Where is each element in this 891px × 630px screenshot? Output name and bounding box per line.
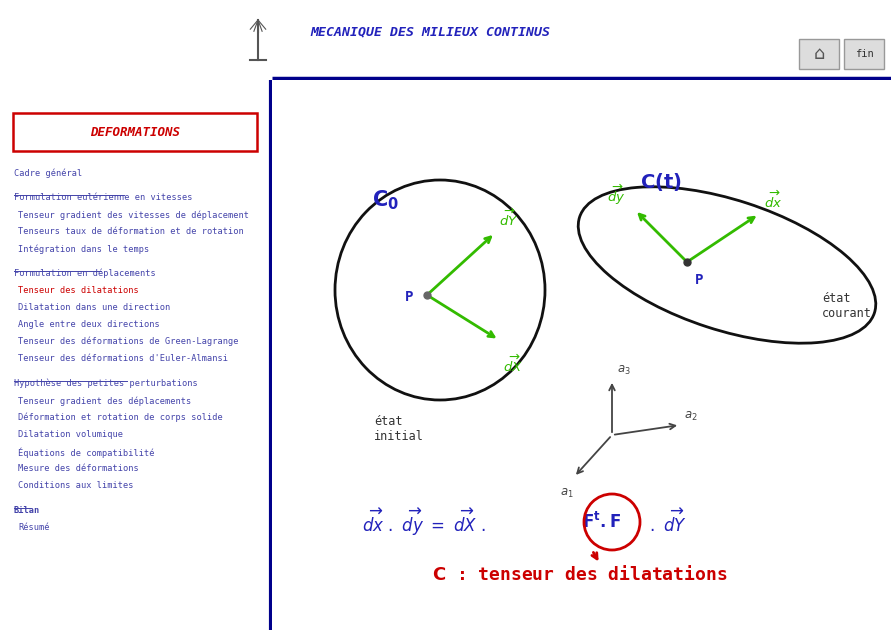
FancyBboxPatch shape xyxy=(844,39,884,69)
Text: fin: fin xyxy=(854,49,873,59)
Text: $\overrightarrow{dY}$: $\overrightarrow{dY}$ xyxy=(499,208,519,229)
FancyBboxPatch shape xyxy=(13,113,257,151)
Text: $\overrightarrow{dx}\ .\ \overrightarrow{dy}\ =\ \overrightarrow{dX}\ .\ $: $\overrightarrow{dx}\ .\ \overrightarrow… xyxy=(362,507,486,537)
Text: P: P xyxy=(695,273,703,287)
Text: Dilatation dans une direction: Dilatation dans une direction xyxy=(18,303,170,312)
Text: $\mathbf{F^t.F}$: $\mathbf{F^t.F}$ xyxy=(582,512,621,532)
Text: Déformation et rotation de corps solide: Déformation et rotation de corps solide xyxy=(18,413,223,423)
Text: Équations de compatibilité: Équations de compatibilité xyxy=(18,447,154,457)
Text: état
initial: état initial xyxy=(374,415,424,443)
Text: $\mathbf{C_0}$: $\mathbf{C_0}$ xyxy=(372,188,399,212)
Text: Cadre général: Cadre général xyxy=(14,168,82,178)
Text: $\mathbf{C(t)}$: $\mathbf{C(t)}$ xyxy=(640,171,682,193)
Text: Tenseur gradient des déplacements: Tenseur gradient des déplacements xyxy=(18,396,192,406)
Text: Résumé: Résumé xyxy=(18,523,50,532)
Text: Tenseur gradient des vitesses de déplacement: Tenseur gradient des vitesses de déplace… xyxy=(18,210,249,219)
Text: Conditions aux limites: Conditions aux limites xyxy=(18,481,134,490)
Text: Tenseur des dilatations: Tenseur des dilatations xyxy=(18,286,139,295)
Text: $a_2$: $a_2$ xyxy=(684,410,698,423)
Text: Formulation en déplacements: Formulation en déplacements xyxy=(14,269,156,278)
Text: Mesure des déformations: Mesure des déformations xyxy=(18,464,139,473)
Text: Tenseurs taux de déformation et de rotation: Tenseurs taux de déformation et de rotat… xyxy=(18,227,244,236)
Text: $\mathbf{C}$ : tenseur des dilatations: $\mathbf{C}$ : tenseur des dilatations xyxy=(432,566,728,585)
Text: $a_3$: $a_3$ xyxy=(617,364,631,377)
Text: état
courant: état courant xyxy=(822,292,872,320)
Text: Tenseur des déformations d'Euler-Almansi: Tenseur des déformations d'Euler-Almansi xyxy=(18,354,228,363)
Text: P: P xyxy=(405,290,413,304)
Text: ⌂: ⌂ xyxy=(813,45,825,63)
Text: Intégration dans le temps: Intégration dans le temps xyxy=(18,244,150,253)
Text: Bilan: Bilan xyxy=(14,506,40,515)
Ellipse shape xyxy=(335,180,545,400)
Text: DEFORMATIONS: DEFORMATIONS xyxy=(90,125,180,139)
Text: Formulation eulérienne en vitesses: Formulation eulérienne en vitesses xyxy=(14,193,192,202)
Text: Tenseur des déformations de Green-Lagrange: Tenseur des déformations de Green-Lagran… xyxy=(18,337,239,346)
Text: $\overrightarrow{dx}$: $\overrightarrow{dx}$ xyxy=(764,190,782,211)
Text: Dilatation volumique: Dilatation volumique xyxy=(18,430,123,439)
Text: $\overrightarrow{dy}$: $\overrightarrow{dy}$ xyxy=(607,183,625,207)
FancyBboxPatch shape xyxy=(799,39,839,69)
Text: $\overrightarrow{dX}$: $\overrightarrow{dX}$ xyxy=(503,354,523,375)
Text: Angle entre deux directions: Angle entre deux directions xyxy=(18,320,159,329)
Ellipse shape xyxy=(578,187,876,343)
Text: MECANIQUE DES MILIEUX CONTINUS: MECANIQUE DES MILIEUX CONTINUS xyxy=(310,25,550,38)
Text: $a_1$: $a_1$ xyxy=(560,487,574,500)
Text: $\ .\ \overrightarrow{dY}$: $\ .\ \overrightarrow{dY}$ xyxy=(644,508,687,536)
Text: Hypothèse des petites perturbations: Hypothèse des petites perturbations xyxy=(14,379,198,389)
